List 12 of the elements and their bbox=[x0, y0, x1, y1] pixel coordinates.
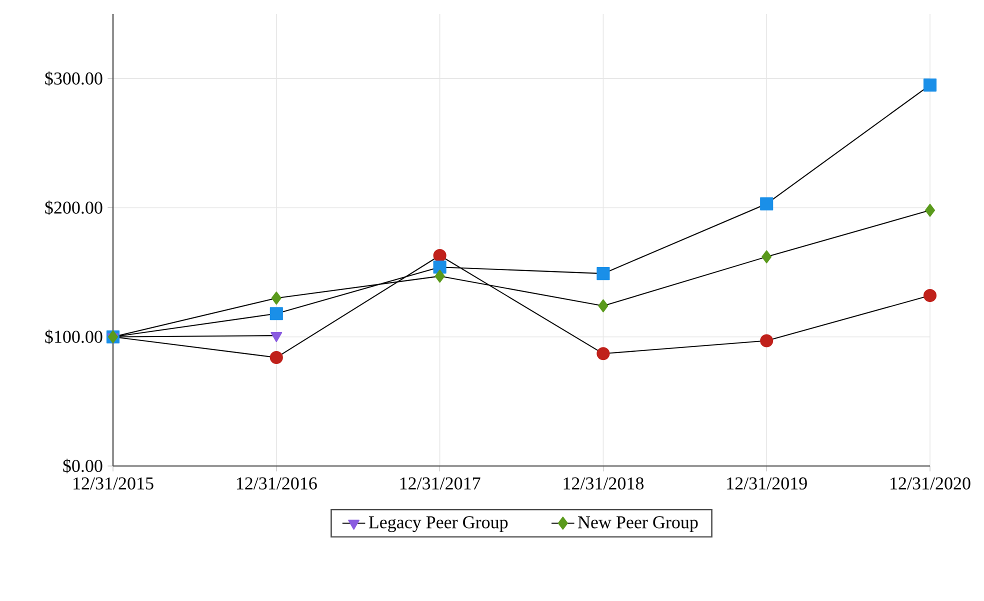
x-tick-label: 12/31/2017 bbox=[400, 477, 480, 490]
y-tick-label: $0.00 bbox=[63, 458, 102, 474]
legend-label: New Peer Group bbox=[578, 516, 698, 532]
x-tick-label: 12/31/2016 bbox=[236, 477, 317, 490]
x-tick-label: 12/31/2018 bbox=[564, 477, 644, 490]
x-tick-label: 12/31/2020 bbox=[890, 477, 970, 490]
y-tick-label: $300.00 bbox=[45, 71, 102, 86]
x-tick-label: 12/31/2015 bbox=[74, 477, 154, 490]
x-tick-label: 12/31/2019 bbox=[727, 477, 807, 490]
y-tick-label: $100.00 bbox=[45, 330, 102, 344]
y-tick-label: $200.00 bbox=[45, 200, 102, 215]
legend-label: Legacy Peer Group bbox=[368, 516, 508, 532]
